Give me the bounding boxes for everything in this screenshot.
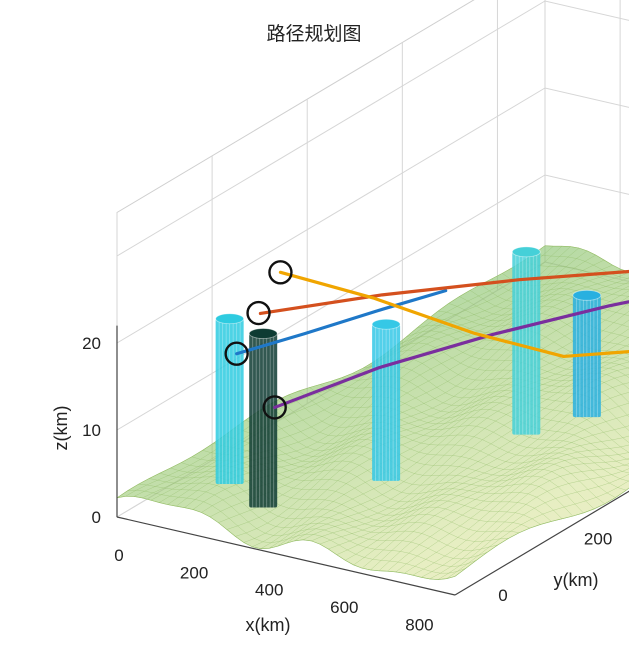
obstacle-cylinder: [371, 318, 401, 481]
x-axis: [116, 516, 456, 596]
obstacle-cap: [248, 328, 278, 339]
obstacle-cap: [572, 289, 602, 301]
mesh-line: [421, 463, 629, 578]
z-tick-label: 0: [92, 508, 101, 527]
mesh-line: [245, 419, 584, 514]
obstacle-cap: [215, 313, 245, 325]
obstacle-body: [512, 251, 541, 435]
start-marker: [268, 260, 293, 285]
y-axis-label: y(km): [554, 570, 599, 590]
mesh-line: [373, 349, 629, 418]
mesh-line: [454, 487, 629, 577]
mesh-line: [502, 273, 629, 297]
axes: [116, 325, 629, 596]
z-axis-label: z(km): [51, 406, 71, 451]
start-marker: [246, 300, 271, 326]
path-line: [258, 269, 629, 316]
path-line: [235, 289, 448, 356]
mesh-line: [309, 387, 629, 474]
start-marker: [224, 341, 249, 366]
mesh-line: [234, 427, 573, 517]
mesh-line: [127, 490, 466, 574]
path-line: [278, 270, 629, 359]
mesh-line: [438, 474, 629, 580]
z-tick-label: 20: [82, 334, 101, 353]
mesh-line: [448, 303, 629, 348]
mesh-line: [288, 394, 627, 491]
obstacle-cylinder: [248, 328, 278, 508]
mesh-line: [298, 390, 629, 482]
x-axis-label: x(km): [246, 615, 291, 635]
mesh-line: [429, 468, 629, 580]
mesh-line: [149, 478, 488, 560]
y-tick-label: 0: [498, 586, 507, 605]
x-tick-label: 400: [255, 581, 283, 600]
x-tick-label: 800: [405, 615, 433, 634]
mesh-line: [256, 412, 595, 510]
y-tick-label: 200: [584, 529, 612, 548]
obstacle-cap: [371, 318, 401, 330]
z-tick-label: 10: [82, 421, 101, 440]
tick-labels: 0200400600800020040060080001020: [82, 334, 612, 634]
mesh-line: [277, 399, 616, 498]
y-axis: [454, 490, 629, 596]
obstacle-body: [249, 333, 278, 508]
mesh-line: [437, 310, 629, 355]
mesh-line: [138, 484, 477, 567]
mesh-line: [544, 245, 629, 273]
obstacle-cylinder: [511, 246, 541, 435]
mesh-line: [491, 278, 629, 306]
obstacle-body: [215, 318, 244, 485]
obstacle-cap: [511, 246, 541, 258]
mesh-line: [266, 405, 605, 504]
mesh-line: [116, 496, 456, 580]
obstacle-cylinder: [215, 313, 245, 485]
x-tick-label: 0: [114, 546, 123, 565]
mesh-line: [523, 260, 629, 285]
mesh-line: [223, 435, 563, 519]
mesh-line: [446, 480, 629, 579]
chart-title: 路径规划图: [266, 23, 361, 45]
start-marker: [262, 395, 287, 420]
mesh-line: [534, 253, 629, 279]
x-tick-label: 600: [330, 598, 358, 617]
x-tick-label: 200: [180, 563, 208, 582]
path-line: [273, 300, 629, 410]
scene: [215, 246, 629, 508]
mesh-line: [191, 456, 530, 529]
